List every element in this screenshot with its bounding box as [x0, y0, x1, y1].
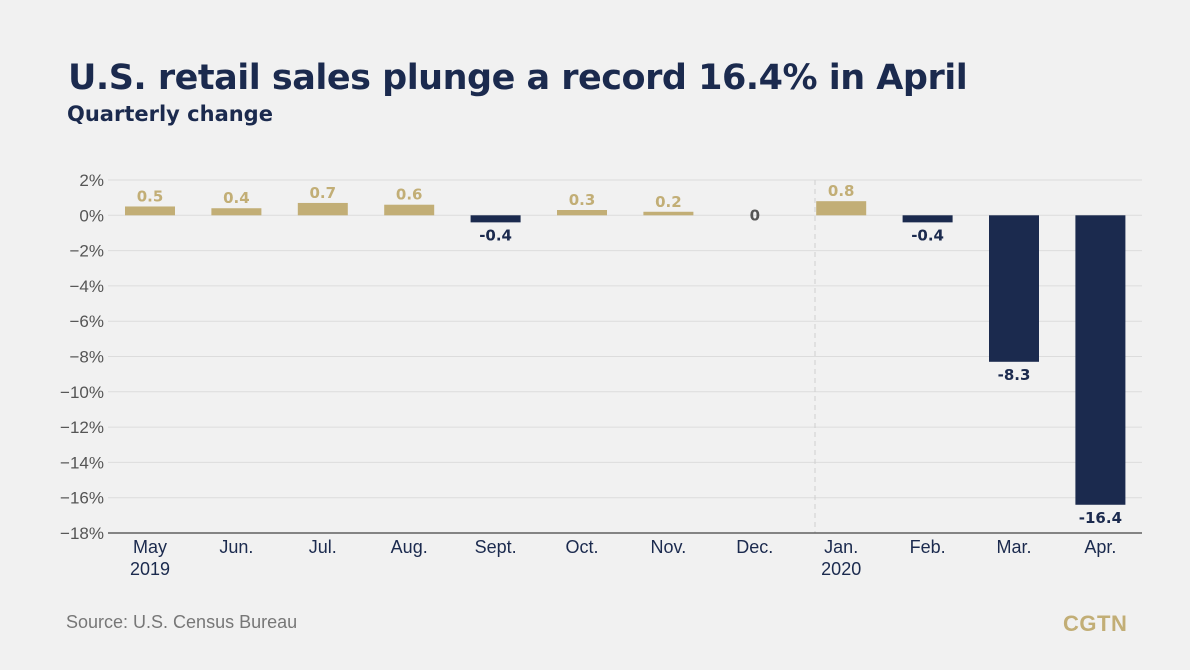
y-tick-label: −8% — [70, 348, 105, 367]
bar — [1075, 215, 1126, 505]
y-tick-label: −6% — [70, 312, 105, 331]
x-tick-label: Nov. — [651, 537, 687, 557]
data-label: 0.2 — [655, 193, 682, 211]
chart-subtitle: Quarterly change — [67, 102, 273, 126]
data-label: -8.3 — [998, 366, 1031, 384]
data-label: -0.4 — [479, 226, 512, 244]
bar — [557, 210, 607, 216]
x-tick-year-label: 2019 — [130, 559, 170, 579]
data-label: 0.6 — [396, 186, 423, 204]
y-tick-label: −2% — [70, 242, 105, 261]
x-tick-label: Jul. — [309, 537, 337, 557]
data-label: 0.8 — [828, 182, 855, 200]
bar — [297, 202, 348, 216]
data-label: 0.7 — [310, 184, 337, 202]
source-note: Source: U.S. Census Bureau — [66, 612, 298, 632]
bar — [211, 208, 262, 216]
data-label: 0.3 — [569, 191, 596, 209]
data-label: 0.4 — [223, 189, 250, 207]
y-tick-label: −10% — [60, 383, 104, 402]
y-axis-ticks: 2% 0% −2% −4% −6% −8% −10% −12% −14% −16% −18% — [60, 171, 104, 543]
bars — [125, 201, 1126, 505]
y-tick-label: −4% — [70, 277, 105, 296]
data-label: 0 — [750, 206, 760, 224]
x-tick-label: Jun. — [219, 537, 253, 557]
x-tick-label: May — [133, 537, 167, 557]
bar — [125, 206, 175, 216]
x-tick-label: Apr. — [1084, 537, 1116, 557]
bar — [902, 215, 953, 223]
x-tick-label: Jan. — [824, 537, 858, 557]
bar — [816, 201, 867, 216]
cgtn-logo: CGTN — [1063, 611, 1128, 636]
x-tick-label: Aug. — [391, 537, 428, 557]
x-tick-label: Feb. — [910, 537, 946, 557]
y-tick-label: −16% — [60, 489, 104, 508]
y-tick-label: 0% — [79, 206, 104, 225]
bar — [470, 215, 521, 223]
data-label: 0.5 — [137, 187, 164, 205]
y-tick-label: −18% — [60, 524, 104, 543]
x-tick-label: Sept. — [475, 537, 517, 557]
x-tick-label: Dec. — [736, 537, 773, 557]
data-label: -0.4 — [911, 226, 944, 244]
y-tick-label: 2% — [79, 171, 104, 190]
bar — [989, 215, 1039, 362]
gridlines — [108, 179, 1142, 499]
y-tick-label: −14% — [60, 453, 104, 472]
x-tick-label: Oct. — [565, 537, 598, 557]
data-label: -16.4 — [1079, 509, 1122, 527]
bar — [384, 204, 435, 216]
x-tick-year-label: 2020 — [821, 559, 861, 579]
y-tick-label: −12% — [60, 418, 104, 437]
data-labels: 0.5 0.4 0.7 0.6 -0.4 0.3 0.2 0 0.8 -0.4 -8.3 -16.4 — [137, 182, 1122, 527]
x-tick-label: Mar. — [996, 537, 1031, 557]
chart-title: U.S. retail sales plunge a record 16.4% … — [68, 58, 968, 98]
bar — [643, 211, 694, 216]
